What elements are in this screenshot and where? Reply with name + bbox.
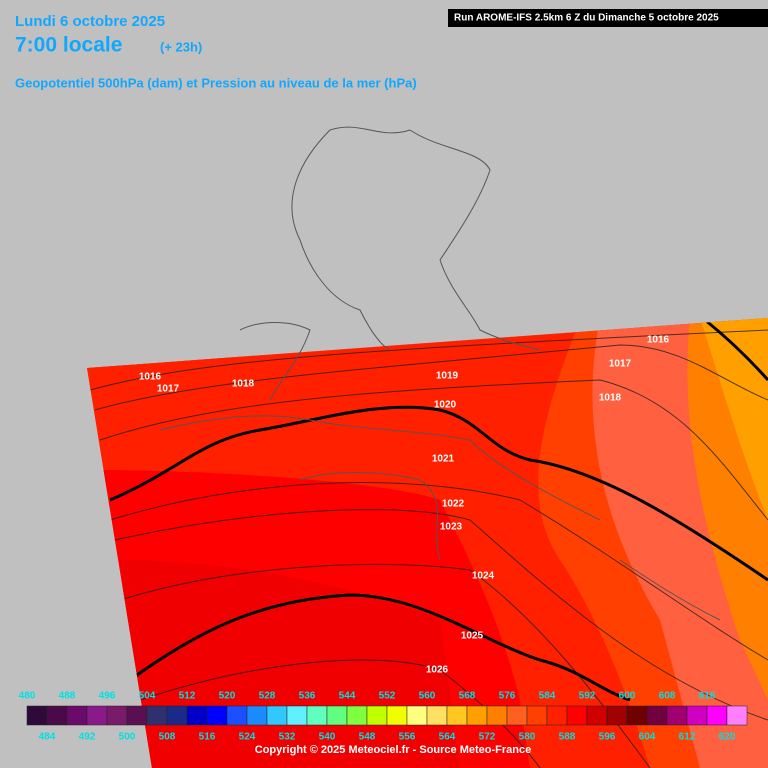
lead: (+ 23h): [160, 39, 202, 54]
scale-swatch: [526, 705, 548, 726]
scale-swatch: [306, 705, 328, 726]
scale-swatch: [326, 705, 348, 726]
date: Lundi 6 octobre 2025: [15, 13, 165, 30]
scale-label: 540: [319, 732, 336, 743]
scale-label: 568: [459, 691, 476, 702]
isobar-label: 1024: [472, 571, 495, 582]
scale-label: 576: [499, 691, 516, 702]
scale-swatch: [486, 705, 508, 726]
scale-label: 620: [719, 732, 736, 743]
isobar-label: 1017: [609, 359, 632, 370]
scale-swatch: [546, 705, 568, 726]
isobar-label: 1018: [232, 379, 255, 390]
scale-swatch: [46, 705, 68, 726]
scale-swatch: [586, 705, 608, 726]
run-info: Run AROME-IFS 2.5km 6 Z du Dimanche 5 oc…: [454, 13, 719, 24]
scale-swatch: [686, 705, 708, 726]
scale-label: 564: [439, 732, 456, 743]
isobar-label: 1020: [434, 400, 457, 411]
scale-swatch: [26, 705, 48, 726]
scale-label: 500: [119, 732, 136, 743]
scale-swatch: [666, 705, 688, 726]
scale-swatch: [506, 705, 528, 726]
scale-label: 512: [179, 691, 196, 702]
scale-swatch: [146, 705, 168, 726]
scale-label: 596: [599, 732, 616, 743]
scale-swatch: [726, 705, 748, 726]
scale-swatch: [406, 705, 428, 726]
scale-swatch: [426, 705, 448, 726]
isobar-label: 1019: [436, 371, 459, 382]
scale-label: 480: [19, 691, 36, 702]
isobar-label: 1023: [440, 522, 463, 533]
scale-swatch: [386, 705, 408, 726]
scale-swatch: [346, 705, 368, 726]
scale-label: 612: [679, 732, 696, 743]
isobar-label: 1017: [157, 384, 180, 395]
field-title: Geopotentiel 500hPa (dam) et Pression au…: [15, 75, 417, 90]
scale-swatch: [186, 705, 208, 726]
isobar-label: 1016: [139, 372, 162, 383]
scale-swatch: [106, 705, 128, 726]
scale-label: 580: [519, 732, 536, 743]
scale-label: 544: [339, 691, 356, 702]
isobar-label: 1021: [432, 454, 455, 465]
scale-label: 588: [559, 732, 576, 743]
scale-label: 584: [539, 691, 556, 702]
scale-swatch: [646, 705, 668, 726]
scale-swatch: [606, 705, 628, 726]
scale-label: 488: [59, 691, 76, 702]
scale-swatch: [266, 705, 288, 726]
isobar-label: 1025: [461, 631, 484, 642]
scale-swatch: [626, 705, 648, 726]
scale-swatch: [286, 705, 308, 726]
scale-label: 516: [199, 732, 216, 743]
scale-label: 536: [299, 691, 316, 702]
scale-swatch: [86, 705, 108, 726]
scale-swatch: [446, 705, 468, 726]
scale-label: 572: [479, 732, 496, 743]
scale-label: 600: [619, 691, 636, 702]
scale-swatch: [566, 705, 588, 726]
scale-label: 508: [159, 732, 176, 743]
scale-swatch: [366, 705, 388, 726]
scale-label: 604: [639, 732, 656, 743]
scale-label: 520: [219, 691, 236, 702]
scale-label: 524: [239, 732, 256, 743]
run-box: [448, 9, 768, 27]
scale-swatch: [126, 705, 148, 726]
scale-label: 560: [419, 691, 436, 702]
scale-swatch: [706, 705, 728, 726]
isobar-label: 1022: [442, 499, 465, 510]
scale-label: 504: [139, 691, 156, 702]
copyright: Copyright © 2025 Meteociel.fr - Source M…: [255, 744, 531, 756]
isobar-label: 1026: [426, 665, 449, 676]
scale-label: 496: [99, 691, 116, 702]
scale-label: 484: [39, 732, 56, 743]
scale-label: 552: [379, 691, 396, 702]
scale-swatch: [206, 705, 228, 726]
scale-label: 492: [79, 732, 96, 743]
isobar-label: 1018: [599, 393, 622, 404]
scale-label: 556: [399, 732, 416, 743]
scale-label: 528: [259, 691, 276, 702]
scale-swatch: [226, 705, 248, 726]
scale-label: 608: [659, 691, 676, 702]
scale-swatch: [166, 705, 188, 726]
coastline: [159, 126, 721, 621]
scale-swatch: [66, 705, 88, 726]
scale-swatch: [246, 705, 268, 726]
scale-label: 548: [359, 732, 376, 743]
isobar-label: 1016: [647, 335, 670, 346]
scale-swatch: [466, 705, 488, 726]
scale-label: 592: [579, 691, 596, 702]
scale-label: 616: [699, 691, 716, 702]
scale-label: 532: [279, 732, 296, 743]
time: 7:00 locale: [15, 34, 122, 57]
